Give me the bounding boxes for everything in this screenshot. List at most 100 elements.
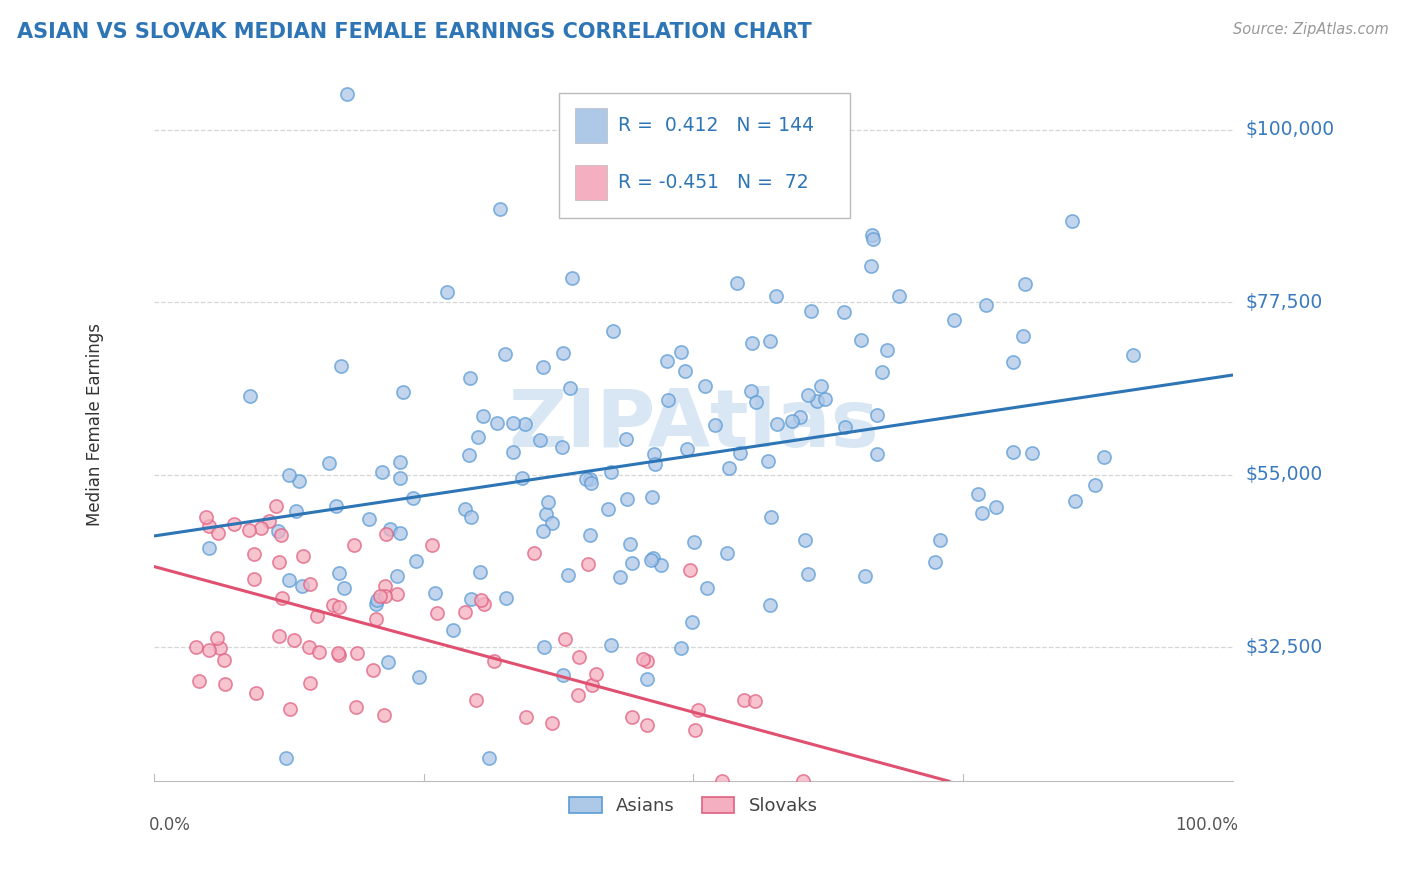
Point [683, 723, 706, 738]
Point [515, 417, 537, 431]
Text: $77,500: $77,500 [1246, 293, 1323, 311]
Point [683, 534, 706, 549]
Point [967, 487, 990, 501]
Text: $100,000: $100,000 [1246, 120, 1334, 139]
Point [488, 202, 510, 216]
Point [529, 433, 551, 447]
Point [681, 615, 703, 629]
Point [929, 533, 952, 548]
Point [385, 587, 408, 601]
Point [655, 353, 678, 368]
Point [576, 557, 599, 571]
Point [533, 640, 555, 655]
Point [710, 774, 733, 789]
Point [765, 417, 787, 432]
Point [619, 537, 641, 551]
Point [531, 360, 554, 375]
Point [796, 567, 818, 582]
Point [465, 693, 488, 707]
Point [986, 500, 1008, 515]
Point [374, 579, 396, 593]
Point [385, 569, 408, 583]
Point [454, 502, 477, 516]
Point [621, 556, 644, 570]
Point [243, 548, 266, 562]
Point [284, 504, 307, 518]
Point [460, 591, 482, 606]
Point [541, 516, 564, 530]
Point [238, 523, 260, 537]
Point [328, 566, 350, 580]
Point [579, 472, 602, 486]
Point [328, 599, 350, 614]
Point [318, 456, 340, 470]
Point [599, 638, 621, 652]
Point [270, 528, 292, 542]
Point [402, 491, 425, 506]
Point [728, 446, 751, 460]
Point [814, 392, 837, 406]
Point [616, 491, 638, 506]
Point [853, 569, 876, 583]
Point [408, 670, 430, 684]
Point [636, 672, 658, 686]
Point [335, 87, 357, 101]
Point [640, 553, 662, 567]
Point [484, 654, 506, 668]
Point [851, 334, 873, 348]
Point [346, 646, 368, 660]
Point [704, 417, 727, 432]
Point [366, 592, 388, 607]
Point [596, 501, 619, 516]
Point [472, 409, 495, 423]
Point [308, 645, 330, 659]
Point [441, 624, 464, 638]
Point [650, 558, 672, 572]
Point [343, 538, 366, 552]
Point [291, 549, 314, 564]
Point [631, 652, 654, 666]
Point [657, 392, 679, 407]
Point [388, 455, 411, 469]
Point [425, 585, 447, 599]
Point [792, 774, 814, 789]
Point [457, 449, 479, 463]
Point [194, 509, 217, 524]
Point [283, 633, 305, 648]
Point [859, 260, 882, 274]
Point [436, 285, 458, 300]
Point [745, 395, 768, 409]
Point [866, 408, 889, 422]
Point [278, 701, 301, 715]
Point [579, 476, 602, 491]
Text: ZIPAtlas: ZIPAtlas [508, 386, 879, 464]
Point [725, 276, 748, 290]
Point [741, 335, 763, 350]
Point [644, 457, 666, 471]
Point [245, 686, 267, 700]
Point [420, 538, 443, 552]
Point [326, 646, 349, 660]
Point [1001, 354, 1024, 368]
Point [756, 454, 779, 468]
Point [693, 379, 716, 393]
Point [551, 346, 574, 360]
Point [581, 678, 603, 692]
Point [274, 751, 297, 765]
Point [478, 751, 501, 765]
Point [207, 526, 229, 541]
Text: R = -0.451   N =  72: R = -0.451 N = 72 [617, 173, 808, 192]
Legend: Asians, Slovaks: Asians, Slovaks [562, 789, 825, 822]
Point [198, 541, 221, 555]
Point [299, 577, 322, 591]
Point [502, 445, 524, 459]
Point [554, 632, 576, 646]
Point [269, 555, 291, 569]
Point [866, 447, 889, 461]
Point [287, 474, 309, 488]
Text: ASIAN VS SLOVAK MEDIAN FEMALE EARNINGS CORRELATION CHART: ASIAN VS SLOVAK MEDIAN FEMALE EARNINGS C… [17, 22, 811, 42]
Point [328, 648, 350, 662]
Point [186, 640, 208, 654]
Point [1084, 477, 1107, 491]
Point [188, 673, 211, 688]
